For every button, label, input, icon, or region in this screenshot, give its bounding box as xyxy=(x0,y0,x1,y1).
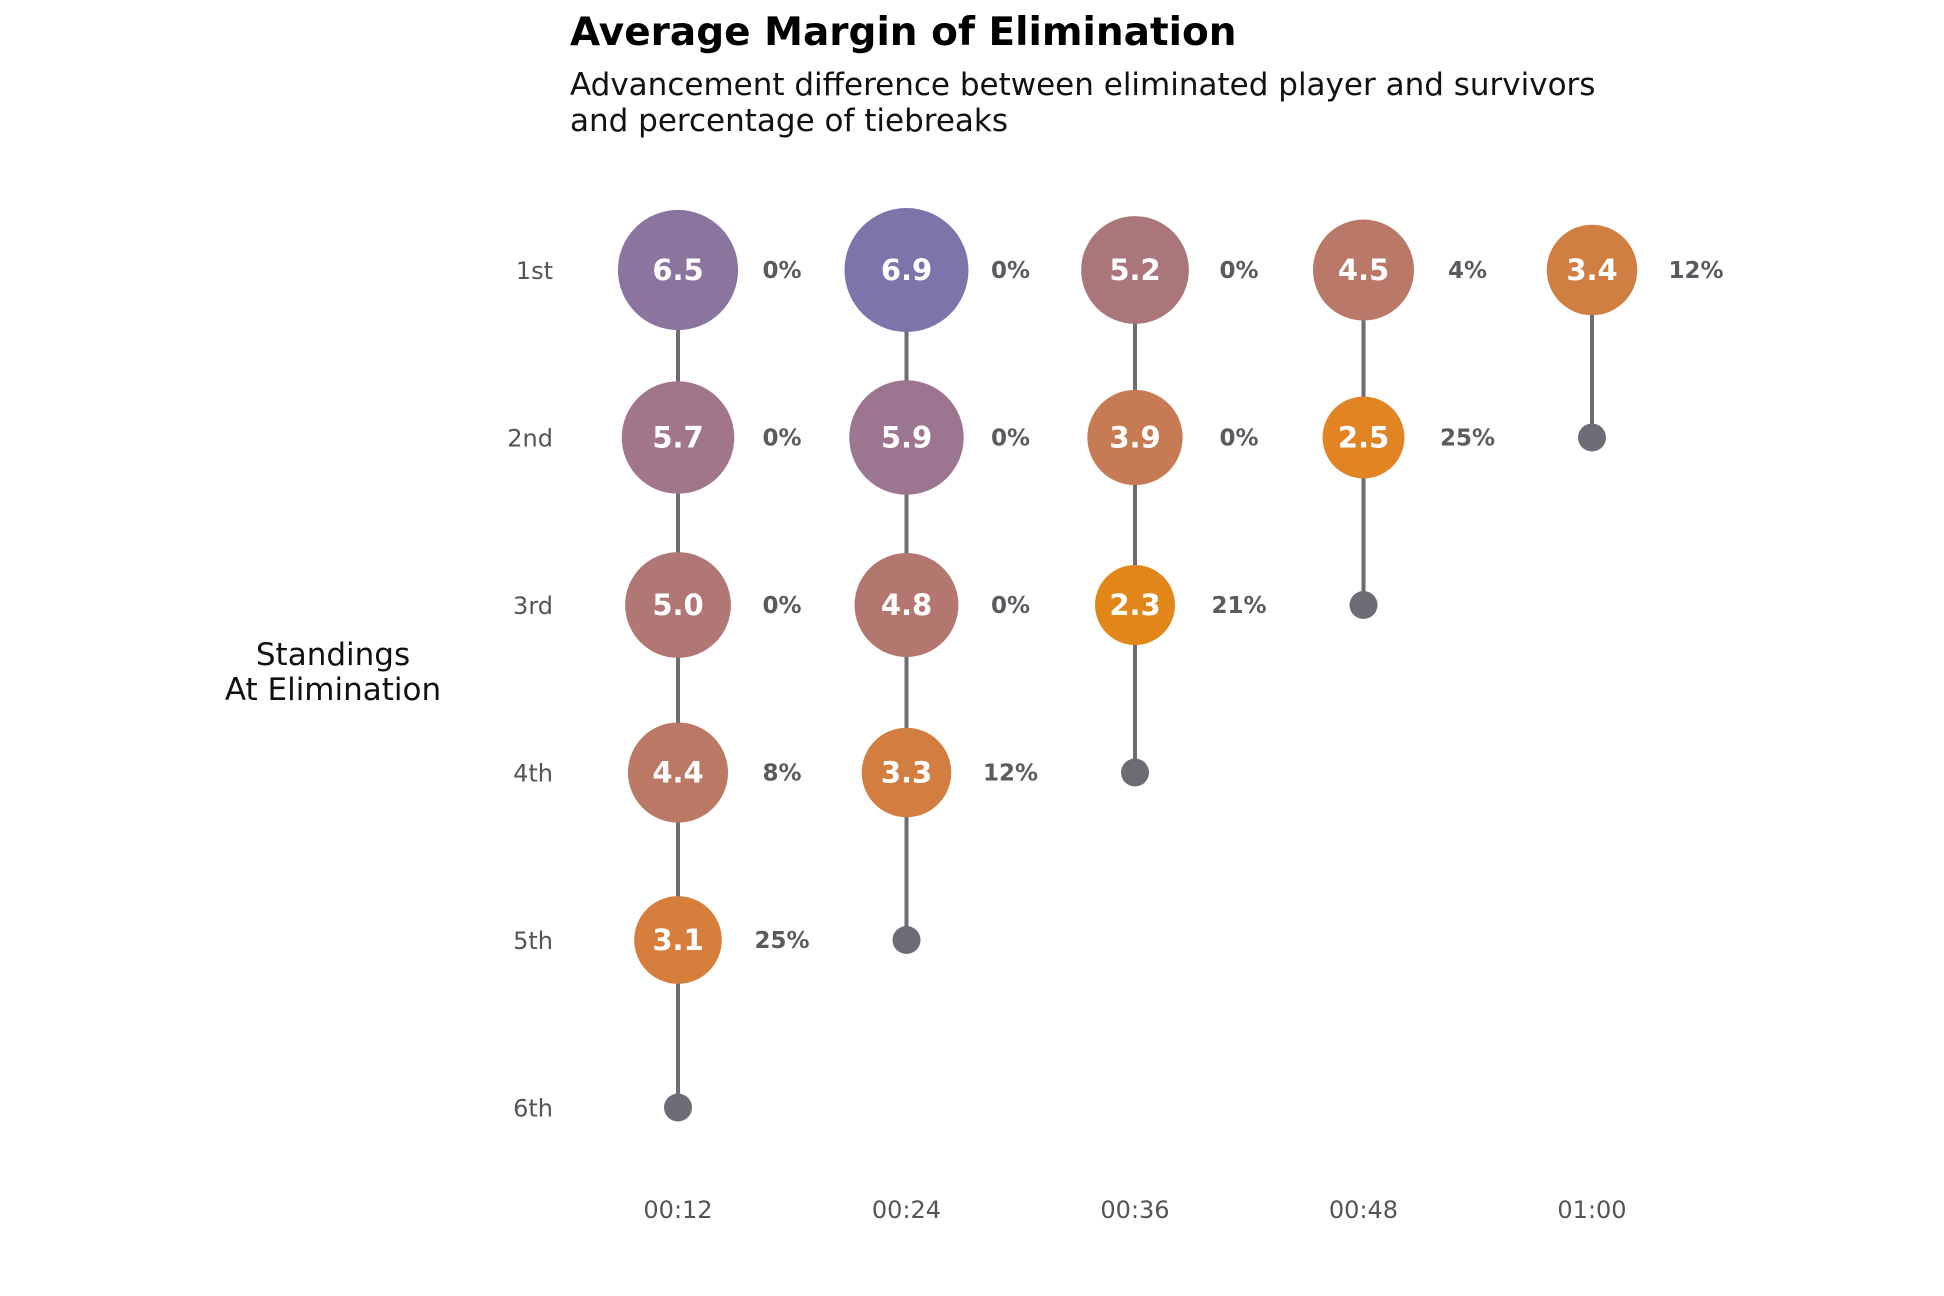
x-tick-label: 00:24 xyxy=(872,1196,941,1224)
margin-value-label: 3.4 xyxy=(1566,253,1617,287)
endpoint-marker xyxy=(892,926,921,954)
x-tick-label: 00:48 xyxy=(1329,1196,1398,1224)
margin-value-label: 5.9 xyxy=(881,421,932,455)
y-axis-label-line-1: Standings xyxy=(256,637,410,673)
margin-bubble xyxy=(1322,396,1405,479)
tiebreak-percent-label: 21% xyxy=(1211,593,1266,619)
margin-value-label: 5.2 xyxy=(1109,253,1160,287)
tiebreak-percent-label: 4% xyxy=(1448,258,1487,284)
margin-bubble xyxy=(844,208,969,332)
chart-title: Average Margin of Elimination xyxy=(570,10,1237,55)
endpoint-marker xyxy=(1349,591,1378,619)
y-tick-label-6th: 6th xyxy=(513,1095,553,1123)
margin-value-label: 2.5 xyxy=(1338,421,1389,455)
margin-value-label: 4.8 xyxy=(881,588,932,622)
margin-bubble xyxy=(1312,219,1415,321)
tiebreak-percent-label: 8% xyxy=(762,761,801,787)
margin-bubble xyxy=(1095,565,1175,645)
margin-bubble xyxy=(854,553,959,657)
margin-value-label: 6.5 xyxy=(652,253,703,287)
tiebreak-percent-label: 0% xyxy=(762,258,801,284)
margin-bubble xyxy=(849,380,964,495)
margin-bubble xyxy=(1087,389,1183,486)
plot-area: 1st 2nd 3rd 4th 5th 6th 00:12 00:24 00:36 00:48 01… xyxy=(507,208,1724,1224)
y-tick-label-2nd: 2nd xyxy=(507,425,553,453)
y-tick-label-4th: 4th xyxy=(513,760,553,788)
y-tick-label-5th: 5th xyxy=(513,927,553,955)
margin-bubble xyxy=(634,896,722,984)
margin-value-label: 3.3 xyxy=(881,756,932,790)
tiebreak-percent-label: 0% xyxy=(991,426,1030,452)
margin-bubble xyxy=(1081,216,1189,324)
margin-value-label: 6.9 xyxy=(881,253,932,287)
tiebreak-percent-label: 0% xyxy=(1219,258,1258,284)
chart-subtitle-line-1: Advancement difference between eliminate… xyxy=(570,67,1595,103)
margin-bubble xyxy=(861,727,952,818)
tiebreak-percent-label: 25% xyxy=(1440,426,1495,452)
endpoint-marker xyxy=(664,1093,692,1122)
margin-value-label: 5.7 xyxy=(652,421,703,455)
tiebreak-percent-label: 0% xyxy=(991,593,1030,619)
margin-bubble xyxy=(617,209,739,331)
endpoint-marker xyxy=(1121,758,1149,787)
tiebreak-percent-label: 0% xyxy=(762,426,801,452)
margin-bubble xyxy=(627,722,729,823)
tiebreak-percent-label: 0% xyxy=(1219,426,1258,452)
margin-bubble xyxy=(1546,224,1638,316)
margin-value-label: 3.9 xyxy=(1109,421,1160,455)
margin-value-label: 5.0 xyxy=(652,588,703,622)
y-axis-label-line-2: At Elimination xyxy=(225,672,441,708)
tiebreak-percent-label: 25% xyxy=(754,928,809,954)
margin-value-label: 4.5 xyxy=(1338,253,1389,287)
tiebreak-percent-label: 0% xyxy=(762,593,801,619)
margin-value-label: 4.4 xyxy=(652,756,703,790)
x-tick-label: 01:00 xyxy=(1557,1196,1626,1224)
margin-bubble xyxy=(625,552,731,658)
endpoint-marker xyxy=(1578,423,1606,452)
tiebreak-percent-label: 12% xyxy=(1668,258,1723,284)
chart-subtitle-line-2: and percentage of tiebreaks xyxy=(570,103,1008,139)
tiebreak-percent-label: 12% xyxy=(983,761,1038,787)
tiebreak-percent-label: 0% xyxy=(991,258,1030,284)
margin-bubble xyxy=(621,381,735,494)
margin-value-label: 2.3 xyxy=(1109,588,1160,622)
x-tick-label: 00:36 xyxy=(1100,1196,1169,1224)
x-tick-label: 00:12 xyxy=(643,1196,712,1224)
y-tick-label-1st: 1st xyxy=(516,257,553,285)
margin-value-label: 3.1 xyxy=(652,923,703,957)
y-tick-label-3rd: 3rd xyxy=(513,592,553,620)
